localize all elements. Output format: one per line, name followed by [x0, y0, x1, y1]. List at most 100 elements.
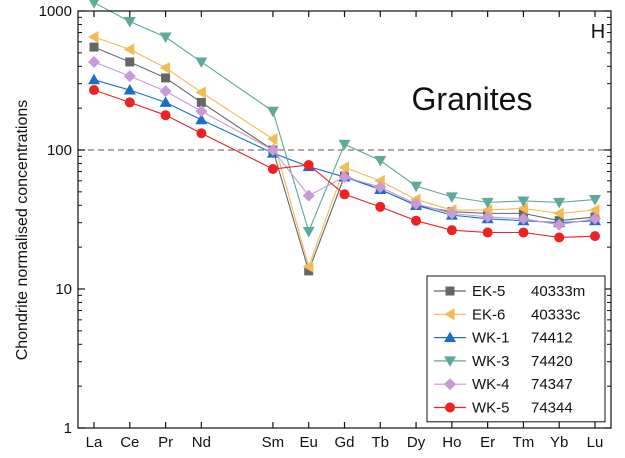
x-tick-label-nd: Nd — [192, 434, 211, 451]
data-point-la — [89, 85, 99, 96]
data-point-tb — [374, 181, 387, 194]
x-tick-label-tm: Tm — [513, 434, 535, 451]
data-point-sm — [266, 106, 279, 118]
x-tick-label-lu: Lu — [587, 434, 604, 451]
legend-swatch-marker — [444, 356, 456, 367]
data-point-yb — [553, 207, 564, 220]
legend-series-name: EK-6 — [472, 306, 505, 323]
series-ek-5 — [89, 42, 600, 276]
data-point-dy — [410, 181, 423, 193]
data-point-nd — [195, 113, 208, 125]
data-point-lu — [589, 195, 601, 206]
data-point-lu — [590, 231, 600, 242]
legend-series-name: WK-3 — [472, 353, 510, 370]
data-point-la — [88, 31, 99, 44]
data-point-ce — [123, 43, 135, 56]
data-point-pr — [159, 96, 172, 107]
data-point-er — [481, 197, 494, 209]
x-tick-label-la: La — [86, 434, 103, 451]
legend-series-name: WK-4 — [472, 376, 510, 393]
legend-series-name: WK-5 — [472, 400, 510, 417]
data-point-yb — [554, 232, 565, 243]
data-point-nd — [196, 128, 207, 139]
data-point-dy — [410, 197, 423, 210]
rock-type-annotation: Granites — [412, 81, 533, 117]
data-point-nd — [195, 105, 208, 118]
data-point-eu — [302, 260, 314, 273]
data-point-gd — [338, 170, 351, 183]
data-point-tm — [517, 212, 530, 225]
y-tick-label: 10 — [55, 281, 72, 298]
x-tick-label-dy: Dy — [407, 434, 426, 451]
x-tick-label-ce: Ce — [120, 434, 139, 451]
data-point-lu — [589, 204, 600, 217]
legend-swatch-marker — [444, 308, 455, 321]
legend-series-name: WK-1 — [472, 330, 510, 347]
legend-entry-wk-5: WK-5 74344 — [434, 400, 573, 417]
data-point-ho — [445, 192, 458, 203]
legend-entry-wk-3: WK-3 74420 — [434, 353, 573, 370]
legend-swatch-marker — [445, 402, 455, 413]
data-point-pr — [160, 110, 171, 121]
series-wk-4 — [88, 55, 601, 231]
data-point-nd — [196, 97, 206, 107]
data-point-tb — [374, 156, 387, 167]
x-tick-label-ho: Ho — [442, 434, 461, 451]
legend-entry-wk-1: WK-1 74412 — [434, 330, 573, 347]
data-point-la — [88, 55, 100, 68]
series-line — [93, 79, 596, 224]
data-point-gd — [339, 189, 350, 200]
legend-swatch-marker — [445, 286, 455, 296]
data-point-ho — [446, 225, 457, 236]
data-point-sm — [266, 144, 279, 156]
data-point-la — [88, 73, 100, 85]
legend-sample-label: 40333m — [531, 283, 585, 300]
x-tick-label-yb: Yb — [550, 434, 568, 451]
series-line — [93, 61, 596, 226]
data-point-tm — [517, 202, 528, 215]
data-point-ce — [123, 17, 136, 28]
data-point-yb — [553, 218, 566, 231]
data-point-ce — [124, 97, 135, 108]
data-point-nd — [195, 57, 208, 68]
legend-sample-label: 74344 — [531, 400, 573, 417]
data-point-nd — [195, 86, 206, 99]
data-point-pr — [159, 61, 171, 74]
panel-label: H — [591, 21, 605, 43]
x-tick-label-eu: Eu — [300, 434, 318, 451]
y-tick-label: 1000 — [39, 3, 72, 20]
x-tick-label-sm: Sm — [262, 434, 285, 451]
y-tick-label: 100 — [47, 142, 72, 159]
data-point-la — [89, 0, 99, 9]
data-point-gd — [338, 161, 349, 174]
data-point-ho — [445, 207, 458, 220]
data-point-lu — [589, 212, 601, 225]
series-layer — [88, 0, 601, 276]
data-point-tm — [518, 227, 529, 238]
data-point-tm — [517, 196, 530, 207]
data-point-eu — [302, 226, 315, 238]
series-line — [93, 36, 596, 269]
legend-sample-label: 74420 — [531, 353, 573, 370]
data-point-eu — [304, 266, 314, 276]
legend-series-name: EK-5 — [472, 283, 505, 300]
y-axis-title: Chondrite normalised concentrations — [14, 100, 31, 361]
data-point-er — [481, 210, 494, 223]
legend-entry-ek-6: EK-6 40333c — [434, 306, 581, 323]
legend-entry-ek-5: EK-5 40333m — [434, 283, 585, 300]
x-tick-label-gd: Gd — [334, 434, 354, 451]
x-tick-label-pr: Pr — [158, 434, 173, 451]
data-point-la — [89, 42, 99, 52]
data-point-er — [482, 227, 493, 238]
series-line — [93, 89, 596, 238]
legend-sample-label: 40333c — [531, 306, 581, 323]
legend-entry-wk-4: WK-4 74347 — [434, 376, 573, 393]
y-tick-label: 1 — [64, 420, 72, 437]
data-point-tb — [375, 201, 386, 212]
data-point-sm — [267, 163, 278, 174]
legend-swatch-marker — [444, 331, 456, 343]
data-point-ce — [123, 84, 136, 95]
legend-box — [426, 275, 606, 423]
